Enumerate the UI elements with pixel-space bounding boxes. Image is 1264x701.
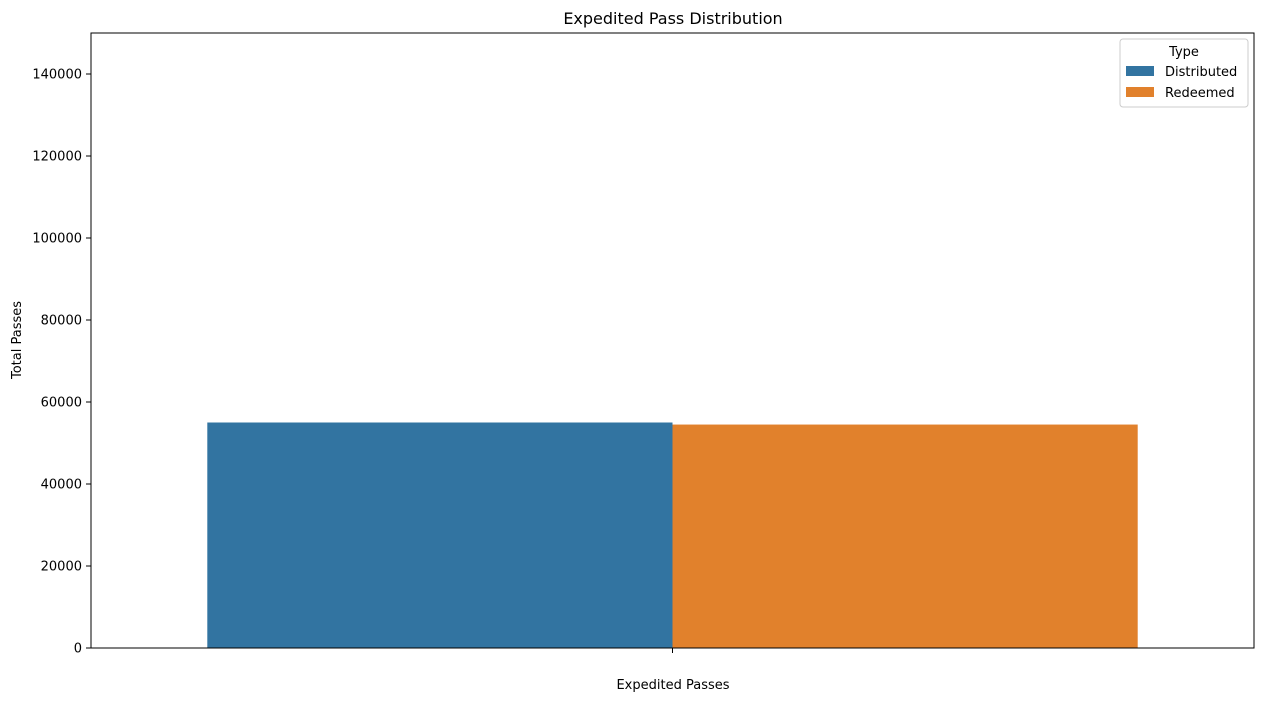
bars (207, 422, 1138, 648)
bar-distributed (207, 422, 673, 648)
y-tick-label: 140000 (32, 68, 82, 83)
legend-title: Type (1168, 45, 1199, 60)
legend: Type Distributed Redeemed (1119, 38, 1249, 108)
y-tick-label: 80000 (41, 314, 82, 329)
y-tick-label: 60000 (41, 396, 82, 411)
plot-frame (90, 32, 1255, 649)
y-tick-label: 100000 (32, 232, 82, 247)
y-axis-label: Total Passes (10, 301, 25, 380)
chart-title: Expedited Pass Distribution (563, 9, 782, 28)
y-tick-label: 20000 (41, 560, 82, 575)
y-tick-label: 120000 (32, 150, 82, 165)
y-tick-label: 40000 (41, 478, 82, 493)
legend-label-distributed: Distributed (1165, 65, 1237, 80)
legend-label-redeemed: Redeemed (1165, 86, 1235, 101)
legend-swatch-distributed (1126, 66, 1154, 76)
y-axis-ticks: 0 20000 40000 60000 80000 100000 120000 140000 (32, 68, 91, 657)
x-axis-label: Expedited Passes (616, 678, 729, 693)
bar-redeemed (672, 424, 1138, 648)
legend-swatch-redeemed (1126, 87, 1154, 97)
y-tick-label: 0 (74, 642, 82, 657)
